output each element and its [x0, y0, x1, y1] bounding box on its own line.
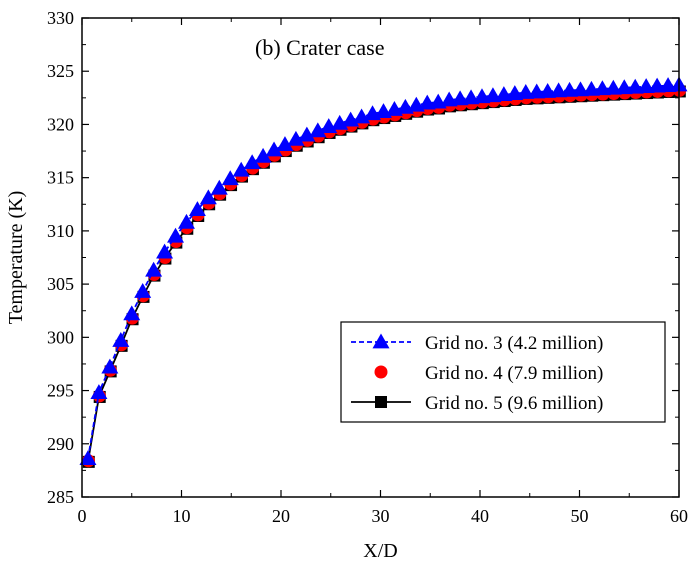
series-1 [79, 76, 688, 466]
data-point [539, 82, 557, 98]
data-point [123, 305, 141, 321]
x-axis-label: X/D [363, 540, 397, 562]
legend-marker [372, 333, 390, 349]
legend: Grid no. 3 (4.2 million) Grid no. 4 (7.9 … [340, 321, 666, 423]
y-tick-label: 285 [47, 487, 74, 507]
y-tick-label: 305 [47, 274, 74, 294]
data-point [156, 243, 174, 259]
data-point [90, 384, 108, 400]
y-tick-label: 290 [47, 434, 74, 454]
legend-marker [374, 365, 388, 379]
legend-label: Grid no. 5 (9.6 million) [425, 393, 603, 414]
data-point [571, 81, 589, 97]
axis-ticks: 0 10 20 30 40 50 60 285 290 295 300 305 310 315 320 325… [47, 8, 688, 526]
data-point [561, 81, 579, 97]
data-point [265, 141, 283, 157]
data-point [199, 189, 217, 205]
data-point [254, 147, 272, 163]
data-point [276, 136, 294, 152]
data-point [517, 84, 535, 99]
data-point [101, 358, 119, 374]
x-tick-label: 50 [571, 506, 589, 526]
data-point [167, 227, 185, 243]
data-point [309, 122, 327, 138]
data-point [582, 80, 600, 96]
x-tick-label: 10 [173, 506, 191, 526]
legend-label: Grid no. 4 (7.9 million) [425, 363, 603, 384]
data-point [528, 83, 546, 99]
series-layer [79, 76, 688, 468]
data-point [79, 450, 97, 466]
data-point [287, 130, 305, 146]
data-point [145, 261, 163, 277]
x-tick-label: 60 [670, 506, 688, 526]
data-point [232, 161, 250, 177]
y-tick-label: 325 [47, 61, 74, 81]
y-tick-label: 320 [47, 114, 74, 134]
data-point [221, 170, 239, 186]
data-point [177, 213, 195, 229]
data-point [637, 78, 655, 94]
y-tick-label: 310 [47, 221, 74, 241]
data-point [659, 77, 677, 92]
data-point [188, 201, 206, 216]
data-point [550, 82, 568, 98]
data-point [298, 126, 316, 142]
data-point [615, 79, 633, 95]
y-axis-label: Temperature (K) [5, 191, 27, 325]
chart-title: (b) Crater case [255, 35, 384, 60]
data-point [648, 77, 666, 93]
data-point [593, 80, 611, 96]
y-tick-label: 330 [47, 8, 74, 28]
data-point [604, 79, 622, 95]
y-tick-label: 315 [47, 168, 74, 188]
legend-label: Grid no. 3 (4.2 million) [425, 333, 603, 354]
data-point [112, 332, 130, 347]
legend-marker [375, 396, 387, 408]
x-tick-label: 20 [272, 506, 290, 526]
x-tick-label: 0 [78, 506, 87, 526]
data-point [243, 154, 261, 170]
legend-box [340, 321, 666, 423]
y-tick-label: 295 [47, 381, 74, 401]
data-point [210, 179, 228, 195]
y-tick-label: 300 [47, 327, 74, 347]
x-tick-label: 30 [372, 506, 390, 526]
data-point [134, 283, 152, 298]
data-point [626, 78, 644, 94]
x-tick-label: 40 [471, 506, 489, 526]
